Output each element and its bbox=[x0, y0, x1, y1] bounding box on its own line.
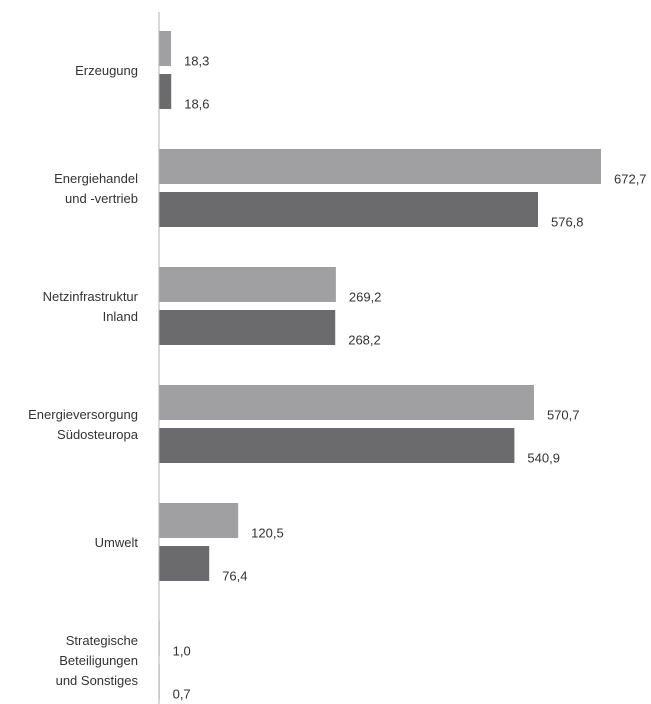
value-label: 672,7 bbox=[614, 172, 647, 187]
value-label: 0,7 bbox=[173, 687, 191, 702]
bar-dark-4 bbox=[159, 546, 210, 581]
value-label: 18,3 bbox=[184, 54, 209, 69]
category-label: Beteiligungen bbox=[59, 653, 138, 668]
value-label: 1,0 bbox=[173, 644, 191, 659]
value-label: 269,2 bbox=[349, 290, 382, 305]
bar-dark-2 bbox=[159, 310, 336, 345]
value-label: 18,6 bbox=[184, 97, 209, 112]
bar-dark-0 bbox=[159, 74, 172, 109]
value-label: 570,7 bbox=[547, 408, 580, 423]
category-label: Energiehandel bbox=[54, 171, 138, 186]
bar-dark-3 bbox=[159, 428, 515, 463]
category-label: Netzinfrastruktur bbox=[43, 289, 139, 304]
value-label: 540,9 bbox=[527, 451, 560, 466]
category-label: und -vertrieb bbox=[65, 191, 138, 206]
value-label: 576,8 bbox=[551, 215, 584, 230]
bar-light-0 bbox=[159, 31, 172, 66]
category-label: Energieversorgung bbox=[28, 407, 138, 422]
value-label: 268,2 bbox=[348, 333, 381, 348]
category-label: Inland bbox=[103, 309, 138, 324]
category-label: und Sonstiges bbox=[56, 673, 139, 688]
bar-light-1 bbox=[159, 149, 601, 184]
value-labels-group: 18,3 18,6 672,7 576,8 269,2 268,2 570,7 540,9 12… bbox=[173, 54, 647, 702]
category-labels-group: Erzeugung Energiehandel und -vertrieb Netzi… bbox=[28, 63, 139, 688]
bar-dark-1 bbox=[159, 192, 538, 227]
category-label: Erzeugung bbox=[75, 63, 138, 78]
bar-light-3 bbox=[159, 385, 534, 420]
value-label: 76,4 bbox=[222, 569, 247, 584]
category-label: Südosteuropa bbox=[57, 427, 139, 442]
category-label: Umwelt bbox=[95, 535, 139, 550]
category-label: Strategische bbox=[66, 633, 138, 648]
bar-light-2 bbox=[159, 267, 336, 302]
bar-light-4 bbox=[159, 503, 239, 538]
value-label: 120,5 bbox=[251, 526, 284, 541]
bars-group bbox=[159, 31, 601, 699]
